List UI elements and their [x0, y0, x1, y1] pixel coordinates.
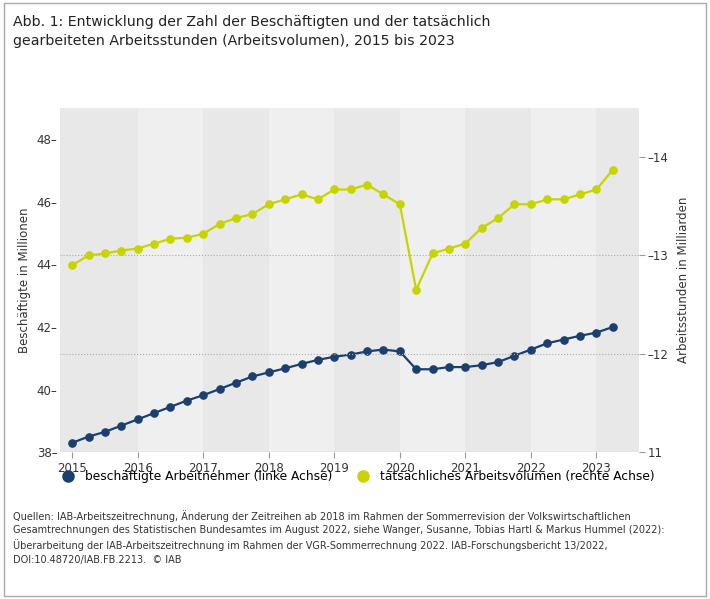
Y-axis label: Arbeitsstunden in Milliarden: Arbeitsstunden in Milliarden — [677, 197, 689, 363]
Bar — [465, 108, 531, 452]
Bar — [400, 108, 465, 452]
Bar — [531, 108, 596, 452]
Y-axis label: Beschäftigte in Millionen: Beschäftigte in Millionen — [18, 207, 31, 353]
Bar — [596, 108, 662, 452]
Bar — [334, 108, 400, 452]
Bar — [138, 108, 203, 452]
Text: Abb. 1: Entwicklung der Zahl der Beschäftigten und der tatsächlich
gearbeiteten : Abb. 1: Entwicklung der Zahl der Beschäf… — [13, 15, 491, 48]
Bar — [203, 108, 269, 452]
Bar — [72, 108, 138, 452]
Bar — [269, 108, 334, 452]
Legend: beschäftigte Arbeitnehmer (linke Achse), tatsächliches Arbeitsvolumen (rechte Ac: beschäftigte Arbeitnehmer (linke Achse),… — [50, 465, 660, 488]
Text: Quellen: IAB-Arbeitszeitrechnung, Änderung der Zeitreihen ab 2018 im Rahmen der : Quellen: IAB-Arbeitszeitrechnung, Änderu… — [13, 510, 665, 564]
